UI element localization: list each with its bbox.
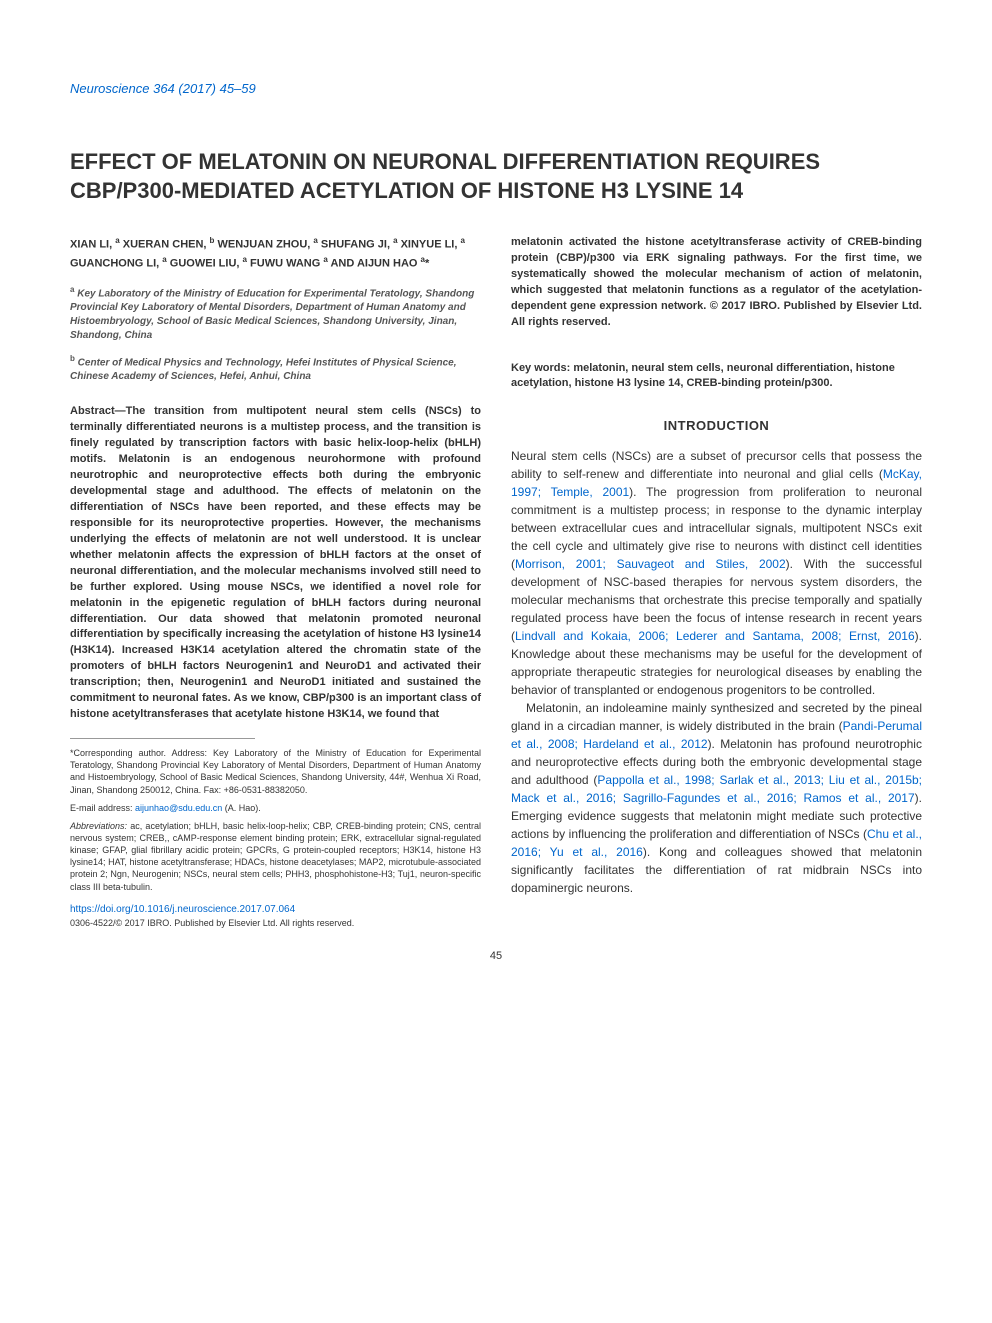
abstract-text-left: The transition from multipotent neural s… [70,405,481,720]
abstract-right: melatonin activated the histone acetyltr… [511,235,922,331]
corresponding-author-footnote: *Corresponding author. Address: Key Labo… [70,747,481,796]
affiliation-marker: a [70,285,74,294]
article-title: EFFECT OF MELATONIN ON NEURONAL DIFFEREN… [70,148,922,205]
affiliation-text: Key Laboratory of the Ministry of Educat… [70,288,474,341]
affiliation-a: a Key Laboratory of the Ministry of Educ… [70,284,481,343]
intro-paragraph-1: Neural stem cells (NSCs) are a subset of… [511,447,922,699]
introduction-heading: INTRODUCTION [511,417,922,435]
doi-line: https://doi.org/10.1016/j.neuroscience.2… [70,903,481,917]
footnote-separator [70,738,255,739]
abstract-label: Abstract— [70,405,126,417]
introduction-text: Neural stem cells (NSCs) are a subset of… [511,447,922,897]
email-label: E-mail address: [70,803,135,813]
abbreviations-footnote: Abbreviations: ac, acetylation; bHLH, ba… [70,820,481,893]
email-footnote: E-mail address: aijunhao@sdu.edu.cn (A. … [70,802,481,814]
right-column: melatonin activated the histone acetyltr… [511,235,922,929]
author-list: XIAN LI, a XUERAN CHEN, b WENJUAN ZHOU, … [70,235,481,271]
page-number: 45 [70,949,922,964]
affiliation-text: Center of Medical Physics and Technology… [70,357,456,382]
left-column: XIAN LI, a XUERAN CHEN, b WENJUAN ZHOU, … [70,235,481,929]
email-suffix: (A. Hao). [222,803,261,813]
intro-paragraph-2: Melatonin, an indoleamine mainly synthes… [511,699,922,897]
abbreviations-text: ac, acetylation; bHLH, basic helix-loop-… [70,821,481,892]
keywords: Key words: melatonin, neural stem cells,… [511,361,922,392]
intro-text-fragment: Neural stem cells (NSCs) are a subset of… [511,449,922,481]
citation-link[interactable]: Lindvall and Kokaia, 2006; Lederer and S… [515,629,915,643]
journal-reference: Neuroscience 364 (2017) 45–59 [70,80,922,98]
content-columns: XIAN LI, a XUERAN CHEN, b WENJUAN ZHOU, … [70,235,922,929]
affiliation-marker: b [70,354,75,363]
abbreviations-label: Abbreviations: [70,821,130,831]
copyright-footer: 0306-4522/© 2017 IBRO. Published by Else… [70,917,481,930]
author-email[interactable]: aijunhao@sdu.edu.cn [135,803,222,813]
doi-link[interactable]: https://doi.org/10.1016/j.neuroscience.2… [70,904,295,915]
affiliation-b: b Center of Medical Physics and Technolo… [70,353,481,384]
citation-link[interactable]: Morrison, 2001; Sauvageot and Stiles, 20… [515,557,786,571]
abstract-left: Abstract—The transition from multipotent… [70,404,481,723]
